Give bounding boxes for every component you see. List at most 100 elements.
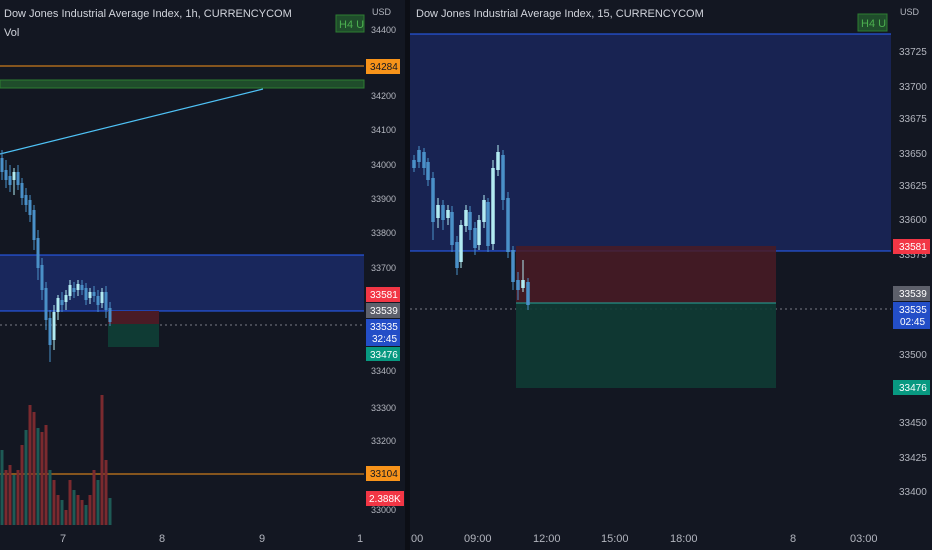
candle-body xyxy=(20,183,24,198)
candle-body xyxy=(100,292,104,303)
candle-body xyxy=(491,168,495,244)
volume-bar xyxy=(96,480,100,525)
candle-body xyxy=(88,292,92,298)
left-candles xyxy=(0,150,112,362)
y-tick: 33700 xyxy=(371,263,396,273)
right-chart-pane[interactable]: Dow Jones Industrial Average Index, 15, … xyxy=(410,8,891,388)
candle-body xyxy=(52,312,56,340)
volume-bar xyxy=(32,412,36,525)
volume-bar xyxy=(20,445,24,525)
volume-bar xyxy=(24,430,28,525)
candle-body xyxy=(48,318,52,345)
price-tag-green xyxy=(366,347,400,361)
volume-label: Vol xyxy=(4,27,19,39)
candle-body xyxy=(12,172,16,180)
candle-body xyxy=(104,292,108,310)
candle-body xyxy=(44,288,48,320)
left-chart-pane[interactable]: Dow Jones Industrial Average Index, 1h, … xyxy=(0,8,365,525)
right-chart-title: Dow Jones Industrial Average Index, 15, … xyxy=(416,8,704,20)
candle-body xyxy=(84,288,88,300)
candle-body xyxy=(40,265,44,290)
y-tick: 34100 xyxy=(371,125,396,135)
right-price-axis[interactable]: USD 33725 33700 33675 33650 33625 33600 … xyxy=(893,7,930,498)
candle-body xyxy=(436,205,440,218)
candle-body xyxy=(459,225,463,262)
right-time-axis[interactable]: 00 09:00 12:00 15:00 18:00 8 03:00 xyxy=(411,533,878,545)
volume-bar xyxy=(88,495,92,525)
volume-bar xyxy=(76,495,80,525)
volume-bar xyxy=(104,460,108,525)
volume-bar xyxy=(28,405,32,525)
volume-bar xyxy=(40,432,44,525)
volume-bar xyxy=(4,470,8,525)
blue-zone xyxy=(0,255,364,311)
y-tick: 33900 xyxy=(371,194,396,204)
price-tag-text: 33104 xyxy=(370,469,398,480)
price-tag-green-right xyxy=(893,380,930,395)
right-candles xyxy=(412,145,530,310)
left-currency-label: USD xyxy=(372,7,392,17)
left-price-axis[interactable]: USD 34400 34200 34100 34000 33900 33800 … xyxy=(366,7,404,515)
y-tick: 33200 xyxy=(371,436,396,446)
left-time-axis[interactable]: 7 8 9 1 xyxy=(60,533,363,545)
candle-body xyxy=(32,210,36,240)
volume-bar xyxy=(68,480,72,525)
x-tick: 18:00 xyxy=(670,533,698,545)
x-tick: 09:00 xyxy=(464,533,492,545)
candle-body xyxy=(501,155,505,200)
y-tick: 33400 xyxy=(371,366,396,376)
volume-bar xyxy=(12,475,16,525)
candle-body xyxy=(412,160,416,168)
countdown-timer-right: 02:45 xyxy=(900,317,925,328)
take-profit-box[interactable] xyxy=(108,324,159,347)
volume-bar xyxy=(56,495,60,525)
volume-bar xyxy=(60,500,64,525)
stop-loss-box[interactable] xyxy=(108,311,159,324)
y-tick: 33400 xyxy=(899,487,927,498)
candle-body xyxy=(511,250,515,282)
y-tick: 33700 xyxy=(899,82,927,93)
candle-body xyxy=(72,288,76,292)
candle-body xyxy=(36,238,40,268)
y-tick: 33000 xyxy=(371,505,396,515)
price-tag-red-right xyxy=(893,239,930,254)
candle-body xyxy=(464,210,468,226)
x-tick: 9 xyxy=(259,533,265,545)
volume-bar xyxy=(48,470,52,525)
pane-divider[interactable] xyxy=(405,0,410,550)
y-tick: 33450 xyxy=(899,418,927,429)
candle-body xyxy=(4,170,8,180)
candle-body xyxy=(446,210,450,218)
candle-body xyxy=(468,212,472,230)
left-h4-badge: H4 U xyxy=(339,19,364,31)
volume-bar xyxy=(92,470,96,525)
price-tag-grey-right xyxy=(893,286,930,301)
take-profit-box-right[interactable] xyxy=(516,303,776,388)
candle-body xyxy=(441,205,445,220)
stop-loss-box-right[interactable] xyxy=(516,246,776,303)
candle-body xyxy=(68,285,72,296)
volume-bar xyxy=(80,500,84,525)
x-tick: 7 xyxy=(60,533,66,545)
candle-body xyxy=(486,202,490,246)
left-chart-title: Dow Jones Industrial Average Index, 1h, … xyxy=(4,8,292,20)
price-tag-grey xyxy=(366,303,400,318)
candle-body xyxy=(506,198,510,252)
right-h4-badge: H4 U xyxy=(861,18,886,30)
candle-body xyxy=(521,280,525,288)
candle-body xyxy=(477,220,481,245)
volume-bar xyxy=(0,450,4,525)
candle-body xyxy=(516,280,520,290)
price-tag-text: 33535 xyxy=(370,322,398,333)
volume-bar xyxy=(84,505,88,525)
candle-body xyxy=(473,228,477,248)
candle-body xyxy=(455,242,459,268)
right-h4-badge-box xyxy=(857,13,888,32)
y-tick: 33425 xyxy=(899,453,927,464)
green-band xyxy=(0,79,365,89)
trend-line[interactable] xyxy=(0,88,264,155)
price-tag-text: 33581 xyxy=(370,290,398,301)
y-tick: 33725 xyxy=(899,47,927,58)
y-tick: 33800 xyxy=(371,228,396,238)
